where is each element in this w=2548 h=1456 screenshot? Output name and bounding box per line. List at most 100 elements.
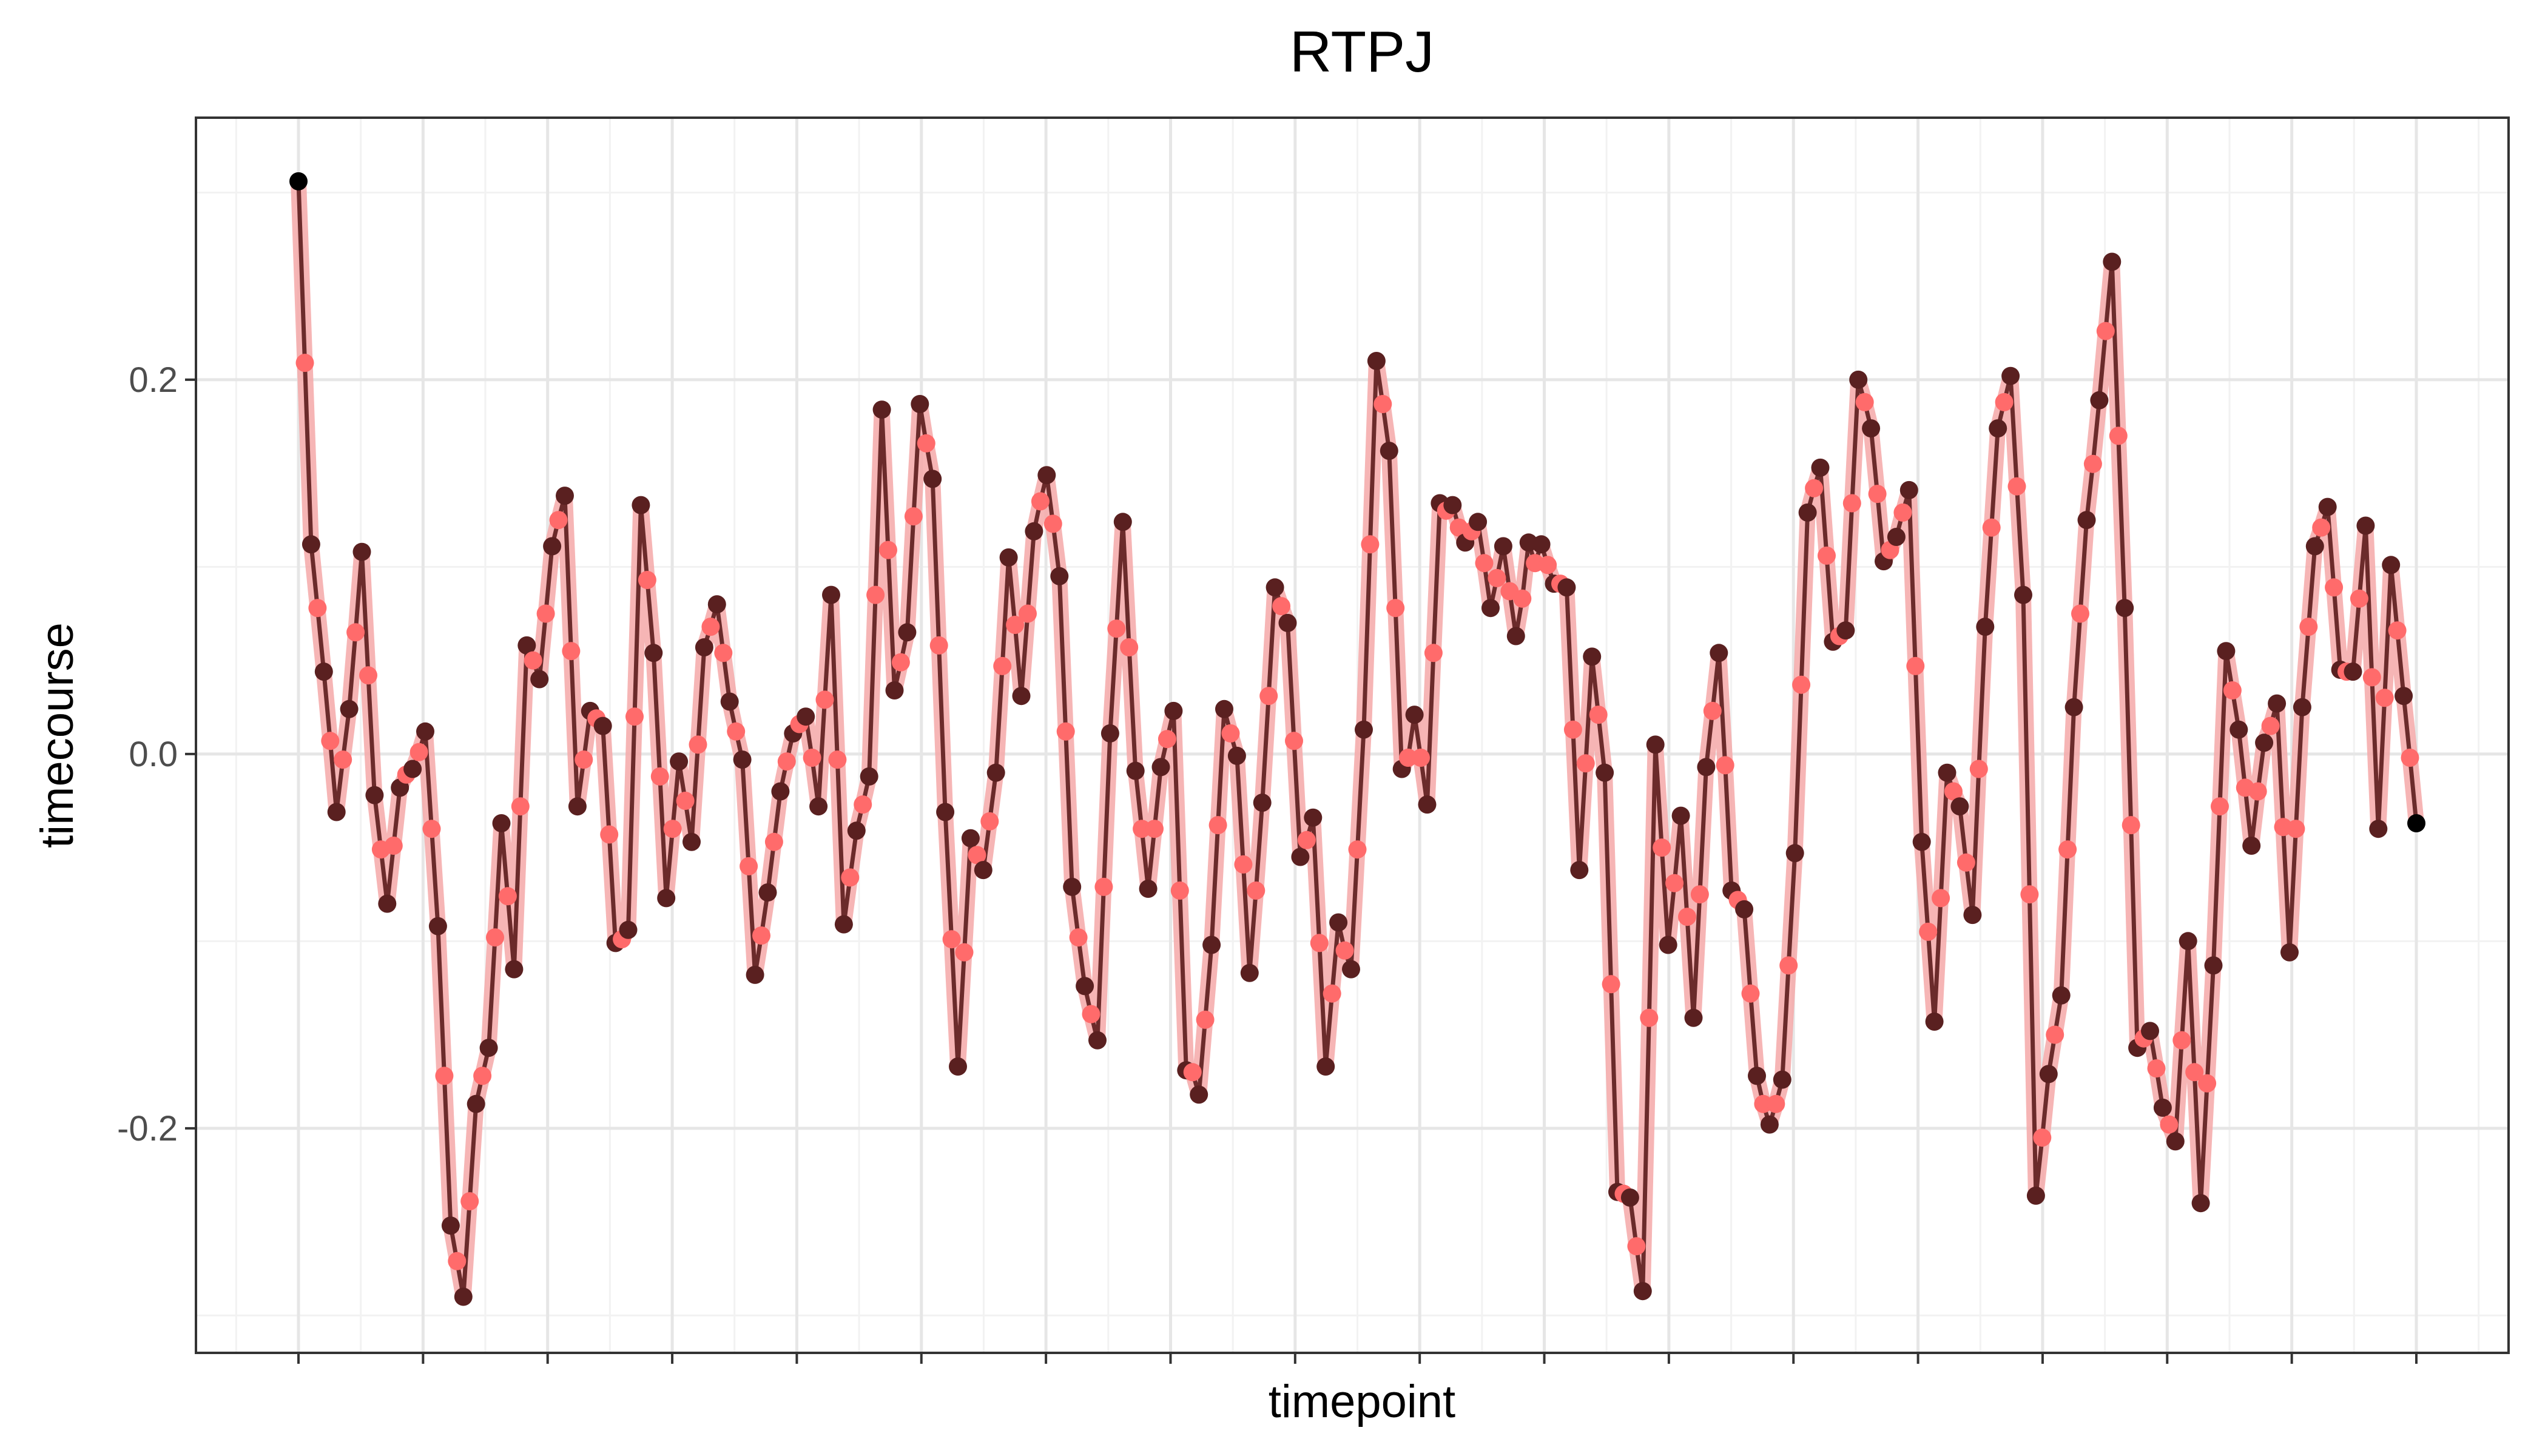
- data-point: [771, 782, 790, 801]
- data-point: [1475, 554, 1494, 573]
- data-point: [2172, 1031, 2191, 1050]
- data-point: [1754, 1094, 1773, 1113]
- data-point: [1323, 984, 1341, 1003]
- data-point: [1399, 749, 1418, 767]
- y-tick-label: -0.2: [117, 1109, 178, 1148]
- panel-border: [195, 116, 2510, 1354]
- data-point: [682, 832, 701, 851]
- data-point: [1316, 1057, 1335, 1076]
- data-point: [2058, 840, 2077, 859]
- data-point: [727, 722, 746, 741]
- data-point: [841, 868, 860, 887]
- data-point: [1690, 885, 1709, 904]
- data-point: [955, 943, 974, 962]
- data-point: [321, 732, 340, 750]
- data-point: [410, 743, 428, 761]
- data-point: [650, 767, 669, 786]
- data-point: [1862, 419, 1881, 438]
- data-point: [1443, 496, 1462, 514]
- data-point: [2369, 820, 2388, 838]
- data-point: [2242, 837, 2261, 855]
- data-point: [1779, 956, 1798, 975]
- data-point: [879, 541, 897, 559]
- data-point: [1633, 1282, 1652, 1301]
- data-point: [911, 395, 929, 413]
- data-point: [1506, 627, 1525, 645]
- plot-panel: [196, 118, 2509, 1353]
- data-point: [803, 749, 821, 767]
- data-point: [670, 752, 689, 771]
- data-point: [1405, 706, 1424, 724]
- data-point: [625, 707, 644, 726]
- data-point: [809, 797, 828, 816]
- data-point: [2007, 477, 2026, 496]
- data-point: [2299, 618, 2318, 636]
- data-point: [1532, 535, 1551, 554]
- data-point: [2356, 516, 2375, 535]
- data-point: [1367, 352, 1386, 370]
- data-point: [1196, 1010, 1215, 1029]
- data-point: [733, 750, 752, 769]
- data-point: [1012, 687, 1031, 706]
- data-point: [1868, 485, 1887, 504]
- data-point: [536, 604, 555, 623]
- data-point: [1158, 730, 1176, 749]
- data-point: [454, 1287, 473, 1306]
- data-point: [568, 797, 587, 816]
- data-point: [2312, 518, 2331, 537]
- data-point: [1234, 855, 1253, 874]
- data-point: [1386, 599, 1405, 618]
- data-point: [1583, 647, 1602, 666]
- data-point: [1291, 848, 1310, 866]
- data-point: [2407, 814, 2425, 832]
- data-point: [1893, 503, 1912, 522]
- data-point: [1969, 760, 1988, 778]
- data-point: [872, 400, 891, 419]
- data-point: [2020, 885, 2039, 904]
- data-point: [1107, 619, 1126, 638]
- data-point: [2293, 698, 2311, 716]
- data-point: [1481, 599, 1500, 618]
- data-point: [707, 595, 726, 614]
- data-point: [986, 763, 1005, 782]
- data-point: [1576, 754, 1595, 773]
- data-point: [2046, 1025, 2064, 1044]
- data-point: [1849, 370, 1868, 389]
- data-point: [1342, 960, 1360, 979]
- data-point: [2166, 1132, 2185, 1151]
- data-point: [999, 548, 1018, 567]
- data-point: [1570, 861, 1589, 880]
- data-point: [1811, 458, 1830, 477]
- data-point: [1272, 597, 1291, 616]
- data-point: [1094, 877, 1113, 896]
- data-point: [1596, 763, 1614, 782]
- data-point: [1906, 656, 1925, 675]
- data-point: [1963, 906, 1982, 925]
- data-point: [1469, 513, 1488, 531]
- data-point: [1938, 763, 1956, 782]
- data-point: [2109, 426, 2128, 445]
- data-point: [942, 930, 961, 949]
- data-point: [904, 507, 923, 526]
- data-point: [1373, 395, 1392, 413]
- data-point: [1589, 706, 1608, 724]
- data-point: [498, 887, 517, 906]
- data-point: [676, 792, 695, 810]
- data-point: [460, 1192, 479, 1211]
- data-point: [1995, 393, 2014, 411]
- data-point: [1956, 853, 1975, 872]
- data-point: [1418, 795, 1437, 814]
- data-point: [993, 656, 1012, 675]
- data-point: [1297, 831, 1316, 849]
- y-axis-ticks: -0.2 0.0 0.2: [117, 360, 196, 1148]
- data-point: [1659, 935, 1677, 954]
- data-point: [441, 1216, 460, 1235]
- data-point: [1050, 567, 1069, 585]
- data-point: [1944, 782, 1963, 801]
- data-point: [1348, 840, 1367, 859]
- data-point: [777, 752, 796, 771]
- data-point: [2096, 322, 2115, 340]
- data-point: [2350, 589, 2368, 608]
- data-point: [638, 571, 656, 589]
